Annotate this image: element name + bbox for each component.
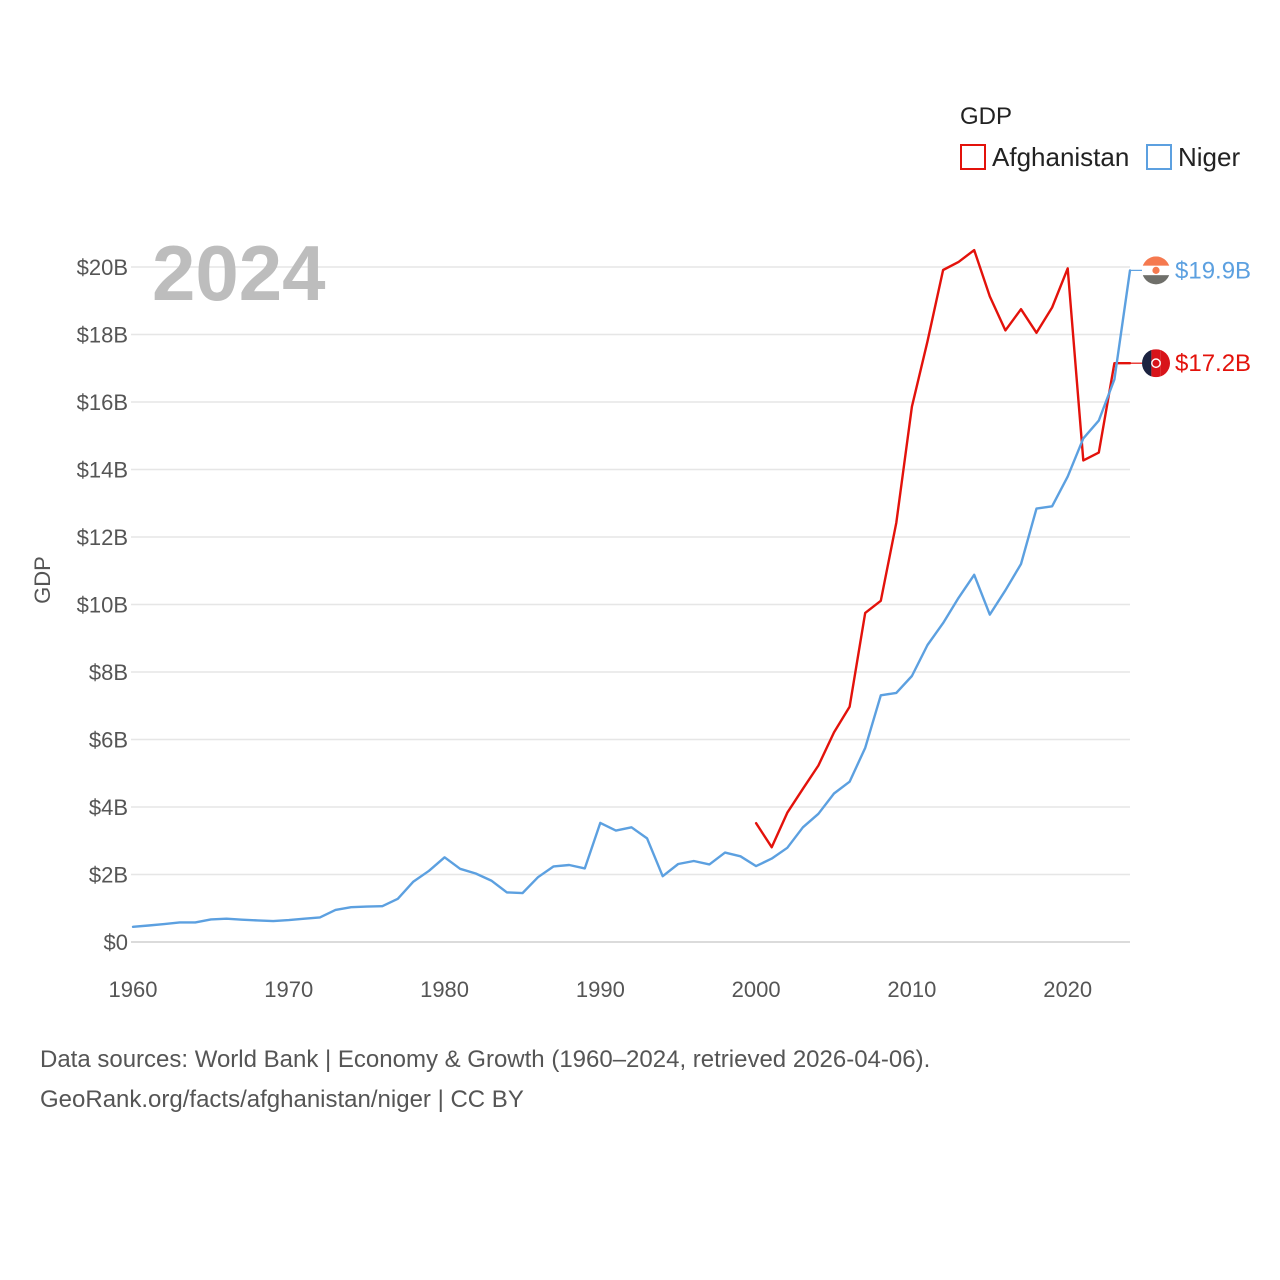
legend-item-niger[interactable]: Niger — [1146, 142, 1240, 172]
grid-layer — [131, 266, 1130, 943]
end-label-layer: $17.2B $19.9B — [1130, 256, 1251, 378]
axis-layer: $0 $2B $4B $6B $8B $10B $12B $14B $16B $18B $20B 19… — [77, 255, 1093, 1002]
footer: Data sources: World Bank | Economy & Gro… — [40, 1040, 930, 1120]
y-tick-label: $10B — [77, 593, 128, 618]
x-tick-label: 1960 — [109, 977, 158, 1002]
y-tick-label: $2B — [89, 863, 128, 888]
legend-swatch-niger — [1146, 144, 1172, 170]
x-tick-label: 1970 — [264, 977, 313, 1002]
afghanistan-flag-icon — [1142, 349, 1170, 378]
legend-label-afghanistan: Afghanistan — [992, 142, 1129, 172]
x-tick-label: 2010 — [887, 977, 936, 1002]
credit-line: GeoRank.org/facts/afghanistan/niger | CC… — [40, 1086, 524, 1113]
legend-swatch-afghanistan — [960, 144, 986, 170]
legend-item-afghanistan[interactable]: Afghanistan — [960, 142, 1129, 172]
end-label-niger: $19.9B — [1175, 257, 1251, 284]
series-layer — [131, 248, 1132, 928]
y-tick-label: $8B — [89, 660, 128, 685]
year-label: 2024 — [152, 229, 326, 317]
x-tick-label: 2000 — [732, 977, 781, 1002]
end-label-afghanistan: $17.2B — [1175, 350, 1251, 377]
y-tick-label: $12B — [77, 525, 128, 550]
legend: GDP Afghanistan Niger — [960, 103, 1240, 172]
y-tick-label: $20B — [77, 255, 128, 280]
y-tick-label: $18B — [77, 323, 128, 348]
x-tick-label: 2020 — [1043, 977, 1092, 1002]
legend-label-niger: Niger — [1178, 142, 1240, 172]
source-line: Data sources: World Bank | Economy & Gro… — [40, 1046, 931, 1073]
y-tick-label: $6B — [89, 728, 128, 753]
legend-title: GDP — [960, 103, 1012, 130]
niger-flag-icon — [1142, 256, 1170, 285]
y-axis-title: GDP — [30, 556, 55, 604]
y-tick-label: $4B — [89, 795, 128, 820]
y-tick-label: $14B — [77, 458, 128, 483]
x-tick-label: 1980 — [420, 977, 469, 1002]
series-line-afghanistan[interactable] — [754, 248, 1132, 849]
y-tick-label: $0 — [104, 930, 128, 955]
y-tick-label: $16B — [77, 390, 128, 415]
x-tick-label: 1990 — [576, 977, 625, 1002]
series-line-niger[interactable] — [131, 269, 1132, 928]
